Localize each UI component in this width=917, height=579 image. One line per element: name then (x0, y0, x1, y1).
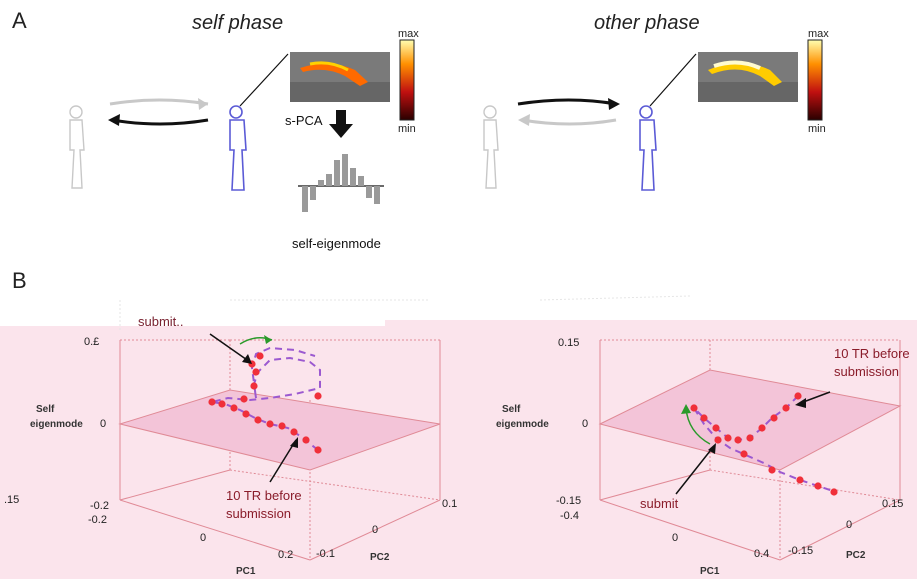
scale-max-label-right: max (808, 28, 829, 40)
trajectory-point (712, 424, 720, 432)
right-z-tick-bottom: -0.15 (556, 495, 582, 507)
panel-b-letter: B (12, 268, 27, 293)
right-pc1-label: PC1 (700, 566, 720, 577)
right-submit-pointer (675, 445, 715, 495)
right-pc1-tick-2: 0 (672, 532, 679, 544)
person-silhouette-icon (229, 105, 247, 191)
trajectory-point (256, 352, 264, 360)
trajectory-point (314, 446, 322, 454)
other-phase-title: other phase (594, 12, 700, 34)
right-pc1-tick-1: -0.4 (560, 510, 579, 522)
trajectory-point (714, 436, 722, 444)
right-z-tick-top: 0.15 (558, 337, 580, 349)
left-z-tick-bottom: -0.2 (90, 500, 109, 512)
arrow-left-icon (521, 118, 617, 126)
person-silhouette-icon (639, 105, 657, 191)
trajectory-point (758, 424, 766, 432)
left-pc1-tick-3: 0.2 (278, 549, 294, 561)
trajectory-point (814, 482, 822, 490)
scale-min-label-left: min (398, 123, 416, 135)
trajectory-point (700, 414, 708, 422)
right-pc2-tick-1: 0.15 (882, 498, 904, 510)
spca-label: s-PCA (285, 113, 323, 128)
trajectory-point (266, 420, 274, 428)
right-anno-10tr-1: 10 TR before (834, 346, 910, 361)
arrow-right-icon (517, 98, 617, 106)
trajectory-point (252, 368, 260, 376)
right-pc1-tick-3: 0.4 (754, 548, 770, 560)
trajectory-point (240, 395, 248, 403)
left-z-tick-top: 0.£ (84, 336, 100, 348)
right-trajectory-points (690, 392, 838, 496)
left-pc1-label: PC1 (236, 566, 256, 577)
left-z-axis-label-1: Self (36, 404, 55, 415)
trajectory-point (794, 392, 802, 400)
bar-chart-icon (298, 154, 384, 212)
left-anno-submit: submit.. (138, 314, 184, 329)
trajectory-point (740, 450, 748, 458)
trajectory-point (690, 404, 698, 412)
left-pc2-label: PC2 (370, 552, 390, 563)
trajectory-point (290, 428, 298, 436)
color-scale-icon (807, 39, 823, 121)
eigenmode-label: self-eigenmode (292, 236, 381, 251)
panel-a-letter: A (12, 8, 27, 33)
arrow-left-icon (111, 118, 209, 126)
left-pc1-tick-1: -0.2 (88, 514, 107, 526)
trajectory-point (782, 404, 790, 412)
right-z-axis-label-1: Self (502, 404, 521, 415)
left-10tr-pointer (269, 439, 297, 483)
trajectory-point (230, 404, 238, 412)
trajectory-point (734, 436, 742, 444)
right-pc2-tick-3: -0.15 (788, 545, 814, 557)
down-arrow-icon (329, 110, 353, 138)
trajectory-point (770, 414, 778, 422)
color-scale-icon (399, 39, 415, 121)
left-3d-box (119, 339, 441, 561)
trajectory-point (278, 422, 286, 430)
self-phase-title: self phase (192, 12, 284, 34)
person-silhouette-icon (483, 105, 499, 189)
trajectory-point (796, 476, 804, 484)
scale-max-label-left: max (398, 28, 419, 40)
plot-background-notch (0, 320, 385, 326)
left-trajectory-line (211, 346, 321, 451)
trajectory-point (768, 466, 776, 474)
right-anno-10tr-2: submission (834, 364, 900, 379)
left-pc2-tick-3: -0.1 (316, 548, 335, 560)
trajectory-point (250, 382, 258, 390)
right-z-tick-zero: 0 (582, 418, 589, 430)
left-anno-10tr-1: 10 TR before (226, 488, 302, 503)
trajectory-point (218, 400, 226, 408)
left-submit-pointer (209, 333, 251, 363)
trajectory-point (208, 398, 216, 406)
right-z-axis-label-2: eigenmode (496, 419, 549, 430)
trajectory-point (242, 410, 250, 418)
trajectory-point (314, 392, 322, 400)
left-anno-10tr-2: submission (226, 506, 292, 521)
left-trajectory-points (208, 352, 322, 454)
trajectory-point (830, 488, 838, 496)
trajectory-point (254, 416, 262, 424)
right-anno-submit: submit (640, 496, 679, 511)
left-pc2-tick-2: 0 (372, 524, 379, 536)
left-zero-plane (118, 389, 441, 471)
trajectory-point (746, 434, 754, 442)
left-pc2-tick-1: 0.1 (442, 498, 458, 510)
panel-a-graphics (69, 39, 823, 212)
right-pc2-label: PC2 (846, 550, 866, 561)
left-z-tick-edge: .15 (4, 494, 20, 506)
left-z-tick-zero: 0 (100, 418, 107, 430)
person-silhouette-icon (69, 105, 85, 189)
right-pc2-tick-2: 0 (846, 519, 853, 531)
right-zero-plane (598, 369, 902, 471)
trajectory-point (724, 434, 732, 442)
left-z-axis-label-2: eigenmode (30, 419, 83, 430)
scale-min-label-right: min (808, 123, 826, 135)
left-pc1-tick-2: 0 (200, 532, 207, 544)
trajectory-point (302, 436, 310, 444)
